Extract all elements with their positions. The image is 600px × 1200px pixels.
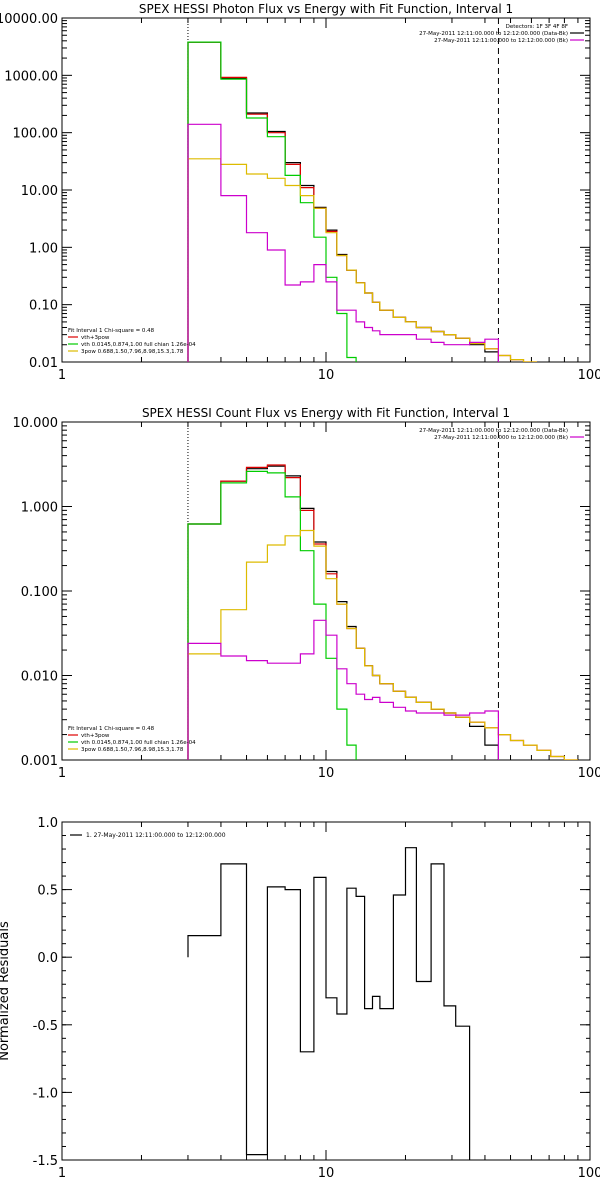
legend-top-text: 1. 27-May-2011 12:11:00.000 to 12:12:00.… bbox=[86, 832, 226, 839]
y-tick-label: 10.00 bbox=[21, 184, 58, 199]
y-axis: 0.01 0.10 1.00 10.00 100.00 1000.00 10000.00 bbox=[0, 12, 590, 371]
plot-frame bbox=[61, 421, 591, 761]
legend-bottom-text: vth 0.0145,0.874,1.00 full chian 1.26e-0… bbox=[81, 342, 196, 348]
chart-2: SPEX HESSI Count Flux vs Energy with Fit… bbox=[13, 406, 600, 781]
series-line bbox=[187, 41, 537, 362]
chart-title: SPEX HESSI Count Flux vs Energy with Fit… bbox=[142, 406, 510, 420]
legend-bottom-text: Fit Interval 1 Chi-square = 0.48 bbox=[68, 328, 155, 334]
legend-top-text: Detectors: 1F 3F 4F 8F bbox=[506, 24, 568, 30]
x-tick-label: 1 bbox=[58, 766, 66, 781]
y-tick-label: -0.5 bbox=[33, 1019, 58, 1034]
y-tick-label: 1.00 bbox=[29, 241, 58, 256]
series-line bbox=[187, 529, 578, 760]
series-line bbox=[187, 123, 499, 362]
legend-top-text: 27-May-2011 12:11:00.000 to 12:12:00.000… bbox=[419, 31, 568, 37]
legend-bottom-text: 3pow 0.688,1.50,7.96,8.98,15.3,1.78 bbox=[81, 349, 184, 355]
y-tick-label: 1000.00 bbox=[4, 69, 58, 84]
series-line bbox=[187, 41, 357, 362]
x-tick-label: 10 bbox=[318, 1166, 335, 1181]
chart-3: 1 10 100 -1.5 -1.0 -0.5 0.0 0.5 1.0 Normalized Re… bbox=[0, 816, 600, 1181]
legend-bottom-text: vth+3pow bbox=[81, 733, 110, 739]
y-tick-label: 0.10 bbox=[29, 299, 58, 314]
y-axis-label: Normalized Residuals bbox=[0, 921, 12, 1061]
series-line bbox=[187, 158, 537, 362]
y-tick-label: 0.5 bbox=[37, 884, 58, 899]
y-tick-label: 1.000 bbox=[21, 501, 58, 516]
series-line bbox=[187, 465, 499, 760]
y-tick-label: 0.100 bbox=[21, 585, 58, 600]
legend-top-text: 27-May-2011 12:11:00.000 to 12:12:00.000… bbox=[419, 428, 568, 434]
legend-top-text: 27-May-2011 12:11:00.000 to 12:12:00.000… bbox=[434, 435, 568, 441]
y-tick-label: 100.00 bbox=[13, 127, 59, 142]
y-axis: 0.001 0.010 0.100 1.000 10.000 bbox=[13, 416, 590, 769]
chart-title: SPEX HESSI Photon Flux vs Energy with Fi… bbox=[139, 2, 513, 16]
series-line bbox=[187, 847, 471, 1160]
chart-1: SPEX HESSI Photon Flux vs Energy with Fi… bbox=[0, 2, 600, 383]
y-tick-label: 0.001 bbox=[21, 754, 58, 769]
y-tick-label: -1.5 bbox=[33, 1154, 58, 1169]
y-tick-label: 10.000 bbox=[13, 416, 59, 431]
x-tick-label: 100 bbox=[578, 766, 600, 781]
series-line bbox=[187, 464, 578, 760]
y-tick-label: 1.0 bbox=[37, 816, 58, 831]
y-axis: -1.5 -1.0 -0.5 0.0 0.5 1.0 bbox=[33, 816, 590, 1169]
series-line bbox=[187, 470, 357, 760]
y-tick-label: 10000.00 bbox=[0, 12, 58, 27]
legend-bottom-text: 3pow 0.688,1.50,7.96,8.98,15.3,1.78 bbox=[81, 747, 184, 753]
x-tick-label: 1 bbox=[58, 368, 66, 383]
x-axis: 1 10 100 bbox=[58, 822, 600, 1181]
x-tick-label: 100 bbox=[578, 368, 600, 383]
legend-bottom-text: vth 0.0145,0.874,1.00 full chian 1.26e-0… bbox=[81, 740, 196, 746]
y-tick-label: -1.0 bbox=[33, 1086, 58, 1101]
x-tick-label: 10 bbox=[318, 766, 335, 781]
legend-bottom-text: vth+3pow bbox=[81, 335, 110, 341]
y-tick-label: 0.010 bbox=[21, 670, 58, 685]
legend-top-text: 27-May-2011 12:11:00.000 to 12:12:00.000… bbox=[434, 38, 568, 44]
series-line bbox=[187, 619, 499, 760]
y-tick-label: 0.0 bbox=[37, 951, 58, 966]
y-tick-label: 0.01 bbox=[29, 356, 58, 371]
x-tick-label: 1 bbox=[58, 1166, 66, 1181]
plot-frame bbox=[61, 17, 591, 363]
legend-bottom-text: Fit Interval 1 Chi-square = 0.48 bbox=[68, 726, 155, 732]
x-tick-label: 10 bbox=[318, 368, 335, 383]
x-tick-label: 100 bbox=[578, 1166, 600, 1181]
